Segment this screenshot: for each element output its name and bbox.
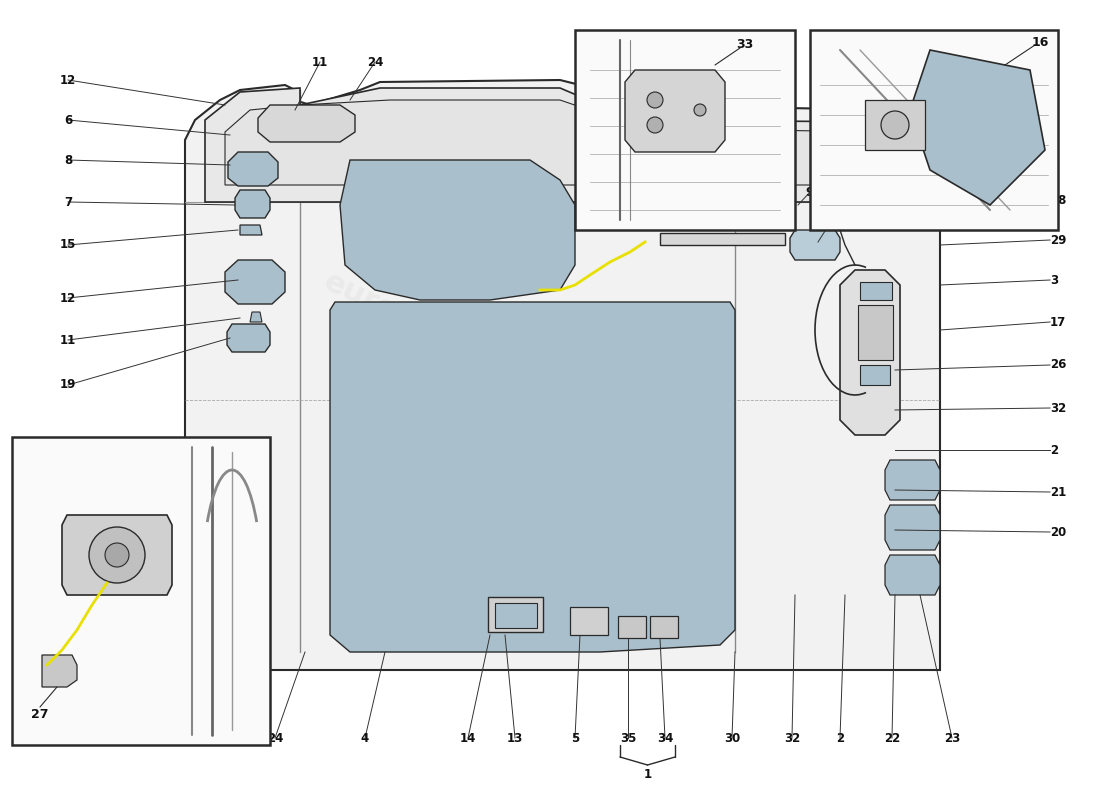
Bar (810, 30, 1058, 230)
Circle shape (881, 111, 909, 139)
Polygon shape (910, 50, 1045, 205)
Bar (570, 607, 608, 635)
Polygon shape (205, 88, 920, 202)
Text: 19: 19 (59, 378, 76, 391)
Bar (495, 603, 537, 628)
Text: 24: 24 (267, 731, 283, 745)
Text: euroferr: euroferr (319, 267, 461, 353)
Text: 5: 5 (571, 731, 579, 745)
Text: 30: 30 (724, 731, 740, 745)
Bar (12, 437, 270, 745)
Text: 29: 29 (1050, 234, 1066, 246)
Text: 31: 31 (682, 186, 698, 198)
Bar (860, 282, 892, 300)
Text: 1: 1 (644, 769, 651, 782)
Text: 15: 15 (59, 238, 76, 251)
Text: 34: 34 (657, 731, 673, 745)
Text: 12: 12 (59, 291, 76, 305)
Bar (858, 305, 893, 360)
Text: 20: 20 (1050, 526, 1066, 538)
Text: 24: 24 (366, 55, 383, 69)
Text: 9: 9 (806, 186, 814, 198)
Text: 32: 32 (1050, 402, 1066, 414)
Circle shape (694, 104, 706, 116)
Polygon shape (340, 160, 575, 300)
Bar (618, 616, 646, 638)
Polygon shape (625, 70, 725, 152)
Text: 27: 27 (31, 709, 48, 722)
Bar (650, 616, 678, 638)
Text: 23: 23 (944, 731, 960, 745)
Text: 26: 26 (1050, 358, 1066, 371)
Text: 6: 6 (64, 114, 73, 126)
Text: passion for cars since 1985: passion for cars since 1985 (340, 298, 620, 442)
Circle shape (104, 543, 129, 567)
Polygon shape (790, 230, 840, 260)
Text: 35: 35 (619, 731, 636, 745)
Text: 2: 2 (1050, 443, 1058, 457)
Polygon shape (865, 100, 925, 150)
Polygon shape (840, 270, 900, 435)
Text: 12: 12 (59, 74, 76, 86)
Text: 28: 28 (1050, 194, 1066, 206)
Circle shape (89, 527, 145, 583)
Polygon shape (330, 302, 735, 652)
Text: 18: 18 (762, 186, 778, 198)
Text: 14: 14 (460, 731, 476, 745)
Text: 11: 11 (59, 334, 76, 346)
Text: 16: 16 (1032, 35, 1048, 49)
Polygon shape (258, 105, 355, 142)
Polygon shape (250, 312, 262, 322)
Text: 11: 11 (312, 55, 328, 69)
Bar (488, 597, 543, 632)
Text: 17: 17 (1050, 315, 1066, 329)
Text: 8: 8 (64, 154, 73, 166)
Text: 21: 21 (1050, 486, 1066, 498)
Polygon shape (227, 324, 270, 352)
Text: 2: 2 (836, 731, 844, 745)
Circle shape (647, 92, 663, 108)
Circle shape (647, 117, 663, 133)
Polygon shape (42, 655, 77, 687)
Text: 10: 10 (722, 186, 738, 198)
Polygon shape (228, 152, 278, 186)
Polygon shape (886, 555, 940, 595)
Bar (575, 30, 795, 230)
Polygon shape (226, 100, 895, 185)
Polygon shape (185, 80, 940, 670)
Text: 22: 22 (884, 731, 900, 745)
Polygon shape (886, 460, 940, 500)
Text: 33: 33 (736, 38, 754, 51)
Polygon shape (886, 505, 940, 550)
Polygon shape (240, 225, 262, 235)
Bar (860, 365, 890, 385)
Text: 7: 7 (64, 195, 73, 209)
Text: 25: 25 (842, 186, 858, 198)
Text: 3: 3 (1050, 274, 1058, 286)
Text: 13: 13 (507, 731, 524, 745)
Polygon shape (226, 260, 285, 304)
Polygon shape (62, 515, 172, 595)
Bar (660, 233, 785, 245)
Polygon shape (235, 190, 270, 218)
Text: 32: 32 (784, 731, 800, 745)
Text: 4: 4 (361, 731, 370, 745)
